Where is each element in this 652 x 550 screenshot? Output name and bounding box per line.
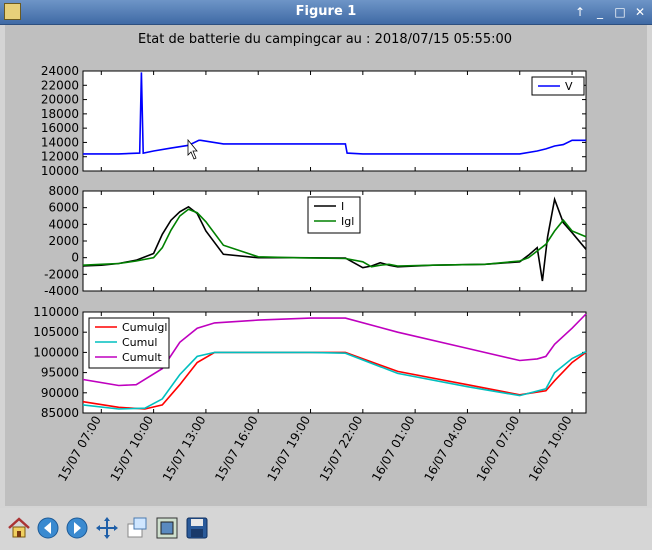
series-line-Igl: [82, 208, 587, 268]
y-tick-label: 20000: [41, 93, 79, 107]
figure-title: Etat de batterie du campingcar au : 2018…: [138, 32, 512, 47]
legend-label: I: [341, 200, 344, 213]
forward-icon: [66, 517, 88, 539]
minimize-icon[interactable]: _: [597, 5, 603, 19]
y-tick-label: 85000: [41, 406, 79, 420]
y-tick-label: 16000: [41, 121, 79, 135]
x-tick-label: 15/07 10:00: [108, 414, 157, 484]
legend: V: [531, 76, 585, 96]
subplots-icon: [156, 517, 178, 539]
plot-area: [82, 70, 587, 172]
maximize-icon[interactable]: □: [614, 5, 626, 19]
always-on-top-icon[interactable]: ↑: [574, 5, 586, 19]
title-bar[interactable]: Figure 1 ↑ _ □ ✕: [0, 0, 652, 25]
series-line-V: [83, 72, 586, 155]
x-tick-label: 15/07 22:00: [317, 414, 366, 484]
pan-icon: [96, 517, 118, 539]
y-tick-label: 14000: [41, 135, 79, 149]
y-tick-label: 100000: [33, 345, 79, 359]
zoom-icon: [127, 517, 147, 538]
y-tick-label: 90000: [41, 386, 79, 400]
legend-label: Cumul: [122, 336, 157, 349]
home-icon: [8, 517, 30, 538]
save-icon: [186, 517, 208, 539]
back-icon: [37, 517, 59, 539]
close-icon[interactable]: ✕: [634, 5, 646, 19]
x-tick-label: 15/07 07:00: [55, 414, 104, 484]
forward-button[interactable]: [63, 514, 91, 542]
app-icon[interactable]: [4, 3, 21, 20]
y-tick-label: 10000: [41, 164, 79, 178]
navigation-toolbar: [0, 508, 652, 550]
panel-1: 1000012000140001600018000200002200024000…: [41, 64, 587, 178]
y-tick-label: 12000: [41, 150, 79, 164]
legend-label: Cumult: [122, 351, 162, 364]
y-tick-label: -4000: [44, 284, 79, 298]
figure-canvas[interactable]: Etat de batterie du campingcar au : 2018…: [5, 25, 647, 506]
y-tick-label: 22000: [41, 78, 79, 92]
zoom-button[interactable]: [123, 514, 151, 542]
legend: I Igl: [307, 196, 361, 234]
legend-label: Cumulgl: [122, 321, 167, 334]
series-line-Cumul: [82, 350, 587, 410]
pan-button[interactable]: [93, 514, 121, 542]
plot-svg: Etat de batterie du campingcar au : 2018…: [33, 32, 587, 484]
y-tick-label: 4000: [48, 217, 79, 231]
legend: Cumulgl Cumul Cumult: [88, 317, 170, 369]
home-button[interactable]: [5, 514, 33, 542]
subplots-button[interactable]: [153, 514, 181, 542]
x-tick-label: 15/07 16:00: [212, 414, 261, 484]
y-tick-label: 110000: [33, 305, 79, 319]
legend-label: V: [565, 80, 573, 93]
x-tick-label: 16/07 10:00: [526, 414, 575, 484]
panel-2: -4000 -2000 0 2000 4000 6000 8000 I Igl: [44, 184, 587, 298]
y-tick-label: 8000: [48, 184, 79, 198]
x-tick-label: 16/07 07:00: [474, 414, 523, 484]
save-button[interactable]: [183, 514, 211, 542]
back-button[interactable]: [34, 514, 62, 542]
legend-label: Igl: [341, 215, 354, 228]
y-tick-label: 105000: [33, 325, 79, 339]
y-tick-label: 2000: [48, 234, 79, 248]
legend-box: [307, 196, 361, 234]
x-tick-label: 15/07 19:00: [265, 414, 314, 484]
y-tick-label: 24000: [41, 64, 79, 78]
x-tick-label: 16/07 01:00: [369, 414, 418, 484]
series-line-I: [82, 196, 587, 282]
y-tick-label: 6000: [48, 201, 79, 215]
y-tick-label: 95000: [41, 366, 79, 380]
series-line-Cumult: [82, 313, 587, 387]
mouse-cursor-icon: [187, 138, 198, 160]
x-tick-label: 16/07 04:00: [421, 414, 470, 484]
x-tick-label: 15/07 13:00: [160, 414, 209, 484]
y-tick-label: 0: [71, 251, 79, 265]
window-title: Figure 1: [295, 4, 357, 19]
y-tick-label: -2000: [44, 267, 79, 281]
y-tick-label: 18000: [41, 107, 79, 121]
panel-3: 85000 90000 95000 100000 105000 110000 15/07 0…: [33, 305, 587, 484]
